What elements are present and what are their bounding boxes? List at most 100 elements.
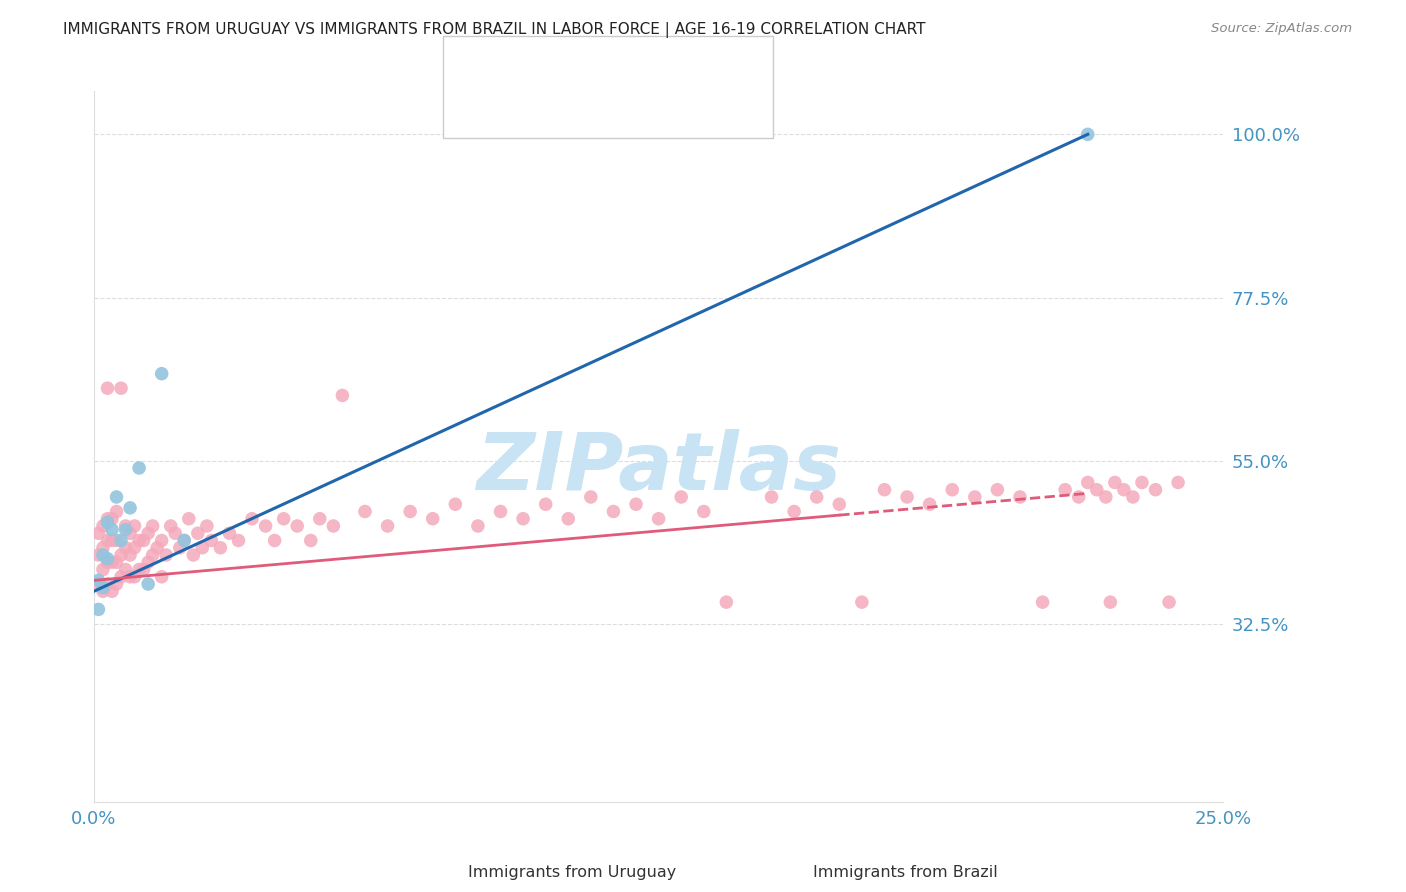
Point	[96, 516, 118, 530]
Point	[1157, 595, 1180, 609]
Point	[128, 461, 150, 475]
Point	[1077, 475, 1099, 490]
Point	[669, 490, 692, 504]
Point	[579, 490, 602, 504]
Point	[87, 574, 110, 588]
Point	[1085, 483, 1108, 497]
Point	[114, 523, 136, 537]
Point	[101, 555, 124, 569]
Point	[806, 490, 828, 504]
Point	[169, 541, 191, 555]
Point	[467, 519, 489, 533]
Point	[332, 388, 354, 402]
Point	[647, 512, 669, 526]
FancyBboxPatch shape	[443, 36, 773, 138]
Point	[142, 519, 165, 533]
Text: R =: R =	[494, 54, 531, 72]
Point	[165, 526, 187, 541]
Point	[177, 512, 200, 526]
Point	[716, 595, 738, 609]
Point	[354, 504, 377, 518]
Point	[91, 519, 114, 533]
Point	[101, 584, 124, 599]
Point	[105, 555, 128, 569]
Point	[512, 512, 534, 526]
Point	[273, 512, 295, 526]
Point	[873, 483, 896, 497]
Point	[918, 497, 941, 511]
Point	[87, 548, 110, 562]
Point	[91, 584, 114, 599]
Point	[444, 497, 467, 511]
Point	[150, 533, 173, 548]
Point	[87, 577, 110, 591]
Point	[96, 533, 118, 548]
Point	[602, 504, 624, 518]
Point	[1122, 490, 1144, 504]
Text: R =: R =	[494, 102, 531, 120]
Point	[181, 548, 204, 562]
Point	[963, 490, 986, 504]
Point	[285, 519, 308, 533]
Point	[120, 570, 142, 584]
Point	[195, 519, 218, 533]
Text: N =: N =	[628, 102, 661, 120]
Text: ZIPatlas: ZIPatlas	[477, 428, 841, 507]
Point	[187, 526, 209, 541]
Point	[299, 533, 322, 548]
Point	[96, 577, 118, 591]
Point	[1112, 483, 1135, 497]
Point	[136, 526, 159, 541]
Point	[1099, 595, 1122, 609]
Point	[624, 497, 647, 511]
Point	[120, 500, 142, 515]
Point	[105, 490, 128, 504]
Point	[87, 526, 110, 541]
Text: 0.762: 0.762	[531, 54, 586, 72]
Point	[1130, 475, 1153, 490]
Point	[128, 533, 150, 548]
Point	[1144, 483, 1167, 497]
Text: IMMIGRANTS FROM URUGUAY VS IMMIGRANTS FROM BRAZIL IN LABOR FORCE | AGE 16-19 COR: IMMIGRANTS FROM URUGUAY VS IMMIGRANTS FR…	[63, 22, 925, 38]
Text: 16: 16	[675, 54, 710, 72]
Point	[110, 570, 132, 584]
Point	[91, 562, 114, 576]
Text: Immigrants from Uruguay: Immigrants from Uruguay	[468, 865, 676, 880]
Point	[209, 541, 232, 555]
Point	[1077, 128, 1099, 142]
Point	[91, 541, 114, 555]
Point	[132, 562, 155, 576]
Point	[399, 504, 422, 518]
Point	[105, 533, 128, 548]
Point	[110, 533, 132, 548]
Point	[101, 512, 124, 526]
Point	[1104, 475, 1126, 490]
Point	[761, 490, 783, 504]
Point	[200, 533, 222, 548]
Point	[114, 519, 136, 533]
Point	[110, 381, 132, 395]
Point	[308, 512, 330, 526]
Point	[489, 504, 512, 518]
Point	[146, 541, 169, 555]
Point	[96, 512, 118, 526]
Point	[1032, 595, 1054, 609]
Point	[228, 533, 250, 548]
Point	[124, 570, 146, 584]
Point	[1095, 490, 1118, 504]
Point	[120, 548, 142, 562]
Text: Immigrants from Brazil: Immigrants from Brazil	[813, 865, 997, 880]
Point	[114, 562, 136, 576]
Point	[128, 562, 150, 576]
Point	[1167, 475, 1189, 490]
Point	[218, 526, 240, 541]
Point	[101, 533, 124, 548]
Point	[96, 381, 118, 395]
Point	[783, 504, 806, 518]
Point	[1054, 483, 1077, 497]
Text: Source: ZipAtlas.com: Source: ZipAtlas.com	[1212, 22, 1353, 36]
Point	[377, 519, 399, 533]
Point	[191, 541, 214, 555]
Point	[136, 555, 159, 569]
Point	[132, 533, 155, 548]
